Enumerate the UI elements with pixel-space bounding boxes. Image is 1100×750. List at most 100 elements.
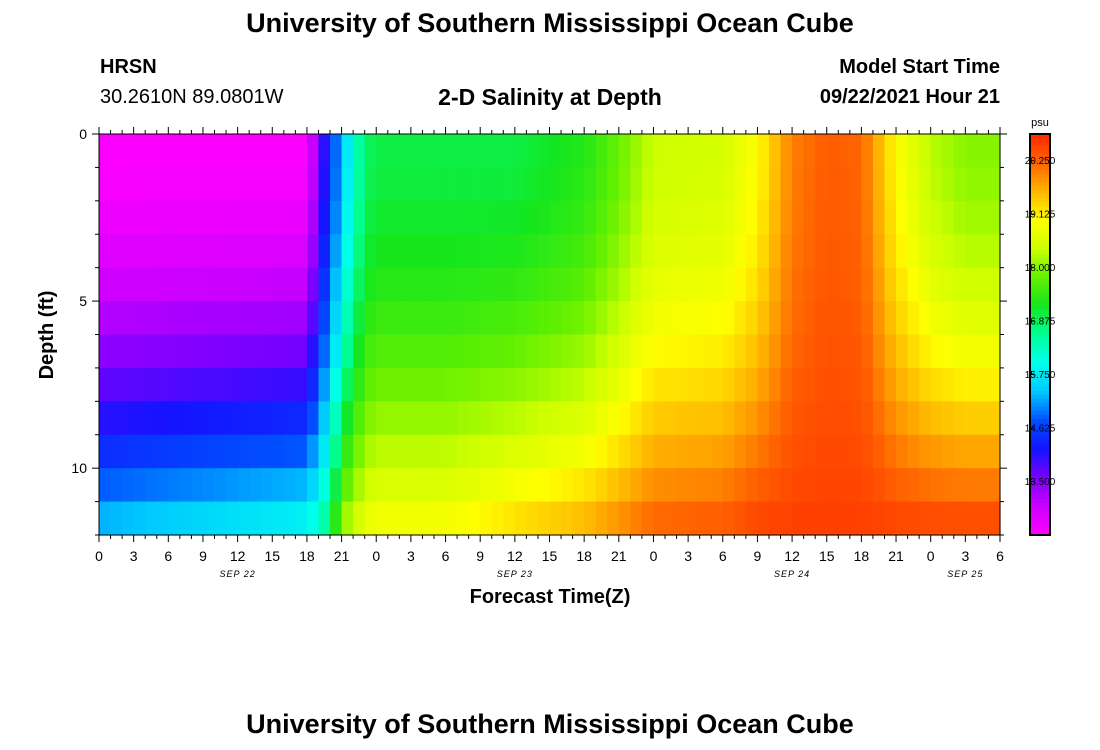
heatmap-cell: [861, 501, 874, 536]
heatmap-cell: [884, 301, 897, 336]
heatmap-cell: [907, 367, 920, 402]
heatmap-cell: [595, 334, 608, 369]
heatmap-cell: [561, 468, 574, 503]
heatmap-cell: [549, 134, 562, 169]
heatmap-cell: [457, 134, 470, 169]
heatmap-cell: [387, 167, 400, 202]
heatmap-cell: [376, 267, 389, 302]
heatmap-cell: [318, 134, 331, 169]
heatmap-cell: [919, 434, 932, 469]
heatmap-cell: [607, 134, 620, 169]
heatmap-cell: [226, 134, 239, 169]
x-tick-label: 0: [95, 548, 103, 564]
heatmap-cell: [792, 434, 805, 469]
heatmap-cell: [711, 301, 724, 336]
heatmap-cell: [780, 200, 793, 235]
heatmap-cell: [376, 234, 389, 269]
heatmap-cell: [480, 234, 493, 269]
heatmap-cell: [595, 501, 608, 536]
heatmap-cell: [872, 367, 886, 402]
heatmap-cell: [745, 234, 759, 269]
heatmap-cell: [295, 468, 308, 503]
heatmap-cell: [341, 134, 354, 169]
heatmap-cell: [792, 468, 805, 503]
heatmap-cell: [849, 468, 862, 503]
heatmap-cell: [572, 468, 585, 503]
heatmap-cell: [792, 334, 805, 369]
heatmap-cell: [145, 401, 158, 436]
heatmap-cell: [745, 134, 759, 169]
heatmap-cell: [607, 167, 620, 202]
heatmap-cell: [145, 434, 158, 469]
heatmap-cell: [792, 200, 805, 235]
heatmap-cell: [387, 334, 400, 369]
heatmap-cell: [168, 501, 181, 536]
colorbar-tick-label: 13.500: [1025, 477, 1056, 488]
heatmap-cell: [295, 501, 308, 536]
heatmap-cell: [665, 334, 678, 369]
heatmap-cell: [202, 234, 216, 269]
heatmap-cell: [295, 200, 308, 235]
heatmap-cell: [410, 301, 424, 336]
heatmap-cell: [549, 200, 562, 235]
heatmap-cell: [676, 267, 689, 302]
heatmap-cell: [526, 167, 539, 202]
heatmap-cell: [249, 167, 262, 202]
heatmap-cell: [179, 401, 193, 436]
heatmap-cell: [757, 301, 770, 336]
colorbar-band: [1030, 182, 1050, 187]
heatmap-cell: [953, 200, 966, 235]
heatmap-cell: [468, 501, 481, 536]
x-axis: 0 3 6 9 12 15 18 21 0 3 6 9 12 15 18 21 0 3 6 9 12 15 18 21 0 3 6 S…: [95, 127, 1004, 579]
heatmap-cell: [630, 234, 643, 269]
heatmap-cell: [202, 134, 216, 169]
heatmap-cell: [237, 200, 250, 235]
heatmap-cell: [792, 167, 805, 202]
heatmap-cell: [457, 167, 470, 202]
heatmap-cell: [422, 234, 435, 269]
heatmap-cell: [919, 401, 932, 436]
heatmap-cell: [410, 167, 424, 202]
heatmap-cell: [145, 234, 158, 269]
heatmap-cell: [965, 334, 978, 369]
heatmap-cell: [849, 367, 862, 402]
heatmap-cell: [457, 301, 470, 336]
heatmap-cell: [168, 434, 181, 469]
heatmap-cell: [641, 200, 655, 235]
heatmap-cell: [480, 367, 493, 402]
heatmap-cell: [341, 401, 354, 436]
heatmap-cell: [526, 234, 539, 269]
heatmap-cell: [226, 267, 239, 302]
heatmap-cell: [272, 501, 285, 536]
heatmap-cell: [214, 134, 227, 169]
colorbar-band: [1030, 398, 1050, 404]
heatmap-cell: [896, 167, 909, 202]
heatmap-cell: [976, 267, 990, 302]
heatmap-cell: [364, 401, 377, 436]
heatmap-cell: [341, 501, 354, 536]
heatmap-cell: [202, 167, 216, 202]
heatmap-cell: [526, 501, 539, 536]
heatmap-cell: [272, 167, 285, 202]
heatmap-cell: [376, 134, 389, 169]
heatmap-cell: [491, 334, 504, 369]
colorbar-band: [1030, 290, 1050, 295]
heatmap-cell: [988, 234, 1001, 269]
heatmap-cell: [179, 434, 193, 469]
colorbar-band: [1030, 246, 1050, 251]
heatmap-cell: [641, 501, 655, 536]
main-title: University of Southern Mississippi Ocean…: [246, 8, 854, 38]
heatmap-cell: [815, 367, 828, 402]
colorbar-band: [1030, 410, 1050, 416]
heatmap-cell: [803, 501, 816, 536]
heatmap-cell: [191, 501, 204, 536]
heatmap-cell: [156, 501, 169, 536]
y-tick-label: 5: [79, 293, 87, 309]
heatmap-cell: [792, 134, 805, 169]
heatmap-cell: [630, 434, 643, 469]
heatmap-cell: [930, 367, 943, 402]
heatmap-cell: [826, 434, 839, 469]
heatmap-cell: [872, 501, 886, 536]
colorbar-band: [1030, 438, 1050, 444]
heatmap-cell: [549, 401, 562, 436]
